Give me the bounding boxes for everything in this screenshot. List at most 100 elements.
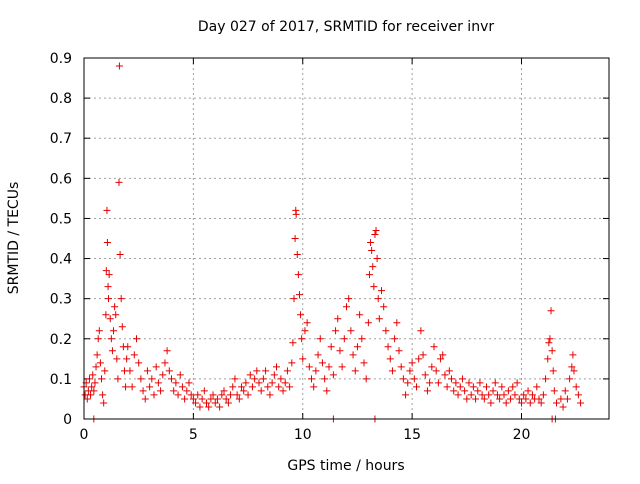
data-point: [139, 387, 147, 395]
data-point: [112, 311, 120, 319]
data-point: [152, 363, 160, 371]
data-point: [574, 391, 582, 399]
data-point: [255, 379, 263, 387]
data-point: [183, 387, 191, 395]
data-point: [205, 403, 213, 411]
data-point: [434, 379, 442, 387]
data-point: [334, 315, 342, 323]
x-tick-label: 15: [403, 427, 421, 443]
data-point: [124, 343, 132, 351]
data-point: [345, 295, 353, 303]
data-point: [548, 347, 556, 355]
data-point: [441, 371, 449, 379]
data-point: [143, 367, 151, 375]
data-point: [474, 387, 482, 395]
data-point: [148, 375, 156, 383]
y-tick-label: 0.4: [50, 252, 72, 268]
data-point: [123, 355, 131, 363]
data-point: [115, 178, 123, 186]
data-point: [550, 387, 558, 395]
data-point: [314, 351, 322, 359]
data-point: [485, 391, 493, 399]
y-tick-label: 0.9: [50, 51, 72, 67]
data-point: [99, 391, 107, 399]
data-point: [235, 395, 243, 403]
data-point: [526, 399, 534, 407]
data-point: [443, 383, 451, 391]
data-point: [349, 351, 357, 359]
data-point: [458, 375, 466, 383]
data-point: [547, 307, 555, 315]
data-point: [200, 387, 208, 395]
data-point: [102, 267, 110, 275]
data-point: [122, 383, 130, 391]
data-point: [391, 335, 399, 343]
data-point: [297, 311, 305, 319]
data-point: [569, 351, 577, 359]
data-point: [181, 395, 189, 403]
data-point: [135, 359, 143, 367]
data-point: [489, 387, 497, 395]
data-point: [316, 335, 324, 343]
data-point: [445, 367, 453, 375]
data-point: [170, 387, 178, 395]
data-point: [298, 335, 306, 343]
data-point: [110, 327, 118, 335]
data-point: [557, 395, 565, 403]
y-tick-label: 0.7: [50, 131, 72, 147]
data-point: [264, 383, 272, 391]
data-point: [273, 363, 280, 371]
data-point: [277, 375, 285, 383]
data-point: [116, 251, 124, 259]
data-point: [244, 391, 252, 399]
data-point: [452, 379, 460, 387]
data-point: [113, 355, 121, 363]
data-point: [96, 359, 104, 367]
data-point: [189, 395, 197, 403]
y-tick-label: 0.5: [50, 211, 72, 227]
data-point: [133, 335, 140, 343]
data-point: [194, 391, 202, 399]
data-point: [478, 391, 486, 399]
data-point: [154, 379, 162, 387]
data-point: [325, 363, 333, 371]
data-point: [380, 303, 388, 311]
data-point: [448, 375, 455, 383]
data-point: [103, 206, 111, 214]
data-point: [437, 355, 445, 363]
data-point: [174, 391, 182, 399]
data-point: [467, 391, 475, 399]
data-point: [321, 375, 329, 383]
y-tick-label: 0.1: [50, 372, 72, 388]
data-point: [347, 327, 355, 335]
data-point: [213, 395, 221, 403]
data-point: [375, 315, 383, 323]
data-point: [105, 271, 113, 279]
data-point: [487, 399, 495, 407]
data-point: [511, 391, 519, 399]
data-point: [103, 239, 111, 247]
data-point: [303, 319, 311, 327]
data-point: [522, 395, 530, 403]
data-point: [544, 355, 552, 363]
data-point: [95, 327, 103, 335]
data-point: [293, 251, 301, 259]
data-point: [146, 383, 154, 391]
data-point: [426, 379, 434, 387]
data-point: [92, 363, 100, 371]
data-point: [528, 391, 536, 399]
data-point: [83, 395, 91, 403]
data-point: [251, 375, 259, 383]
data-point: [353, 343, 361, 351]
data-point: [98, 375, 105, 383]
data-point: [545, 339, 553, 347]
data-point: [370, 283, 378, 291]
data-point: [305, 363, 313, 371]
data-point: [246, 371, 254, 379]
data-point: [275, 383, 283, 391]
data-point: [393, 319, 401, 327]
data-point: [106, 315, 114, 323]
data-point: [291, 235, 299, 242]
data-point: [85, 375, 93, 383]
x-axis-label: GPS time / hours: [287, 458, 404, 474]
